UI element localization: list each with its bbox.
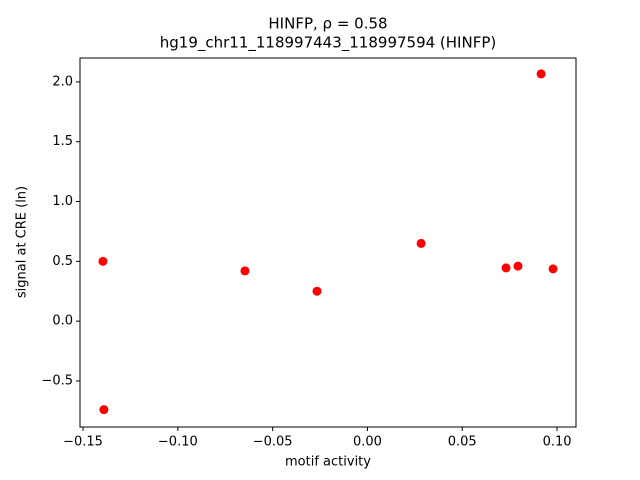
x-tick-label: −0.05 [253, 435, 293, 450]
y-tick-label: 0.0 [52, 314, 73, 329]
chart-title: HINFP, ρ = 0.58 [268, 15, 387, 33]
scatter-point [416, 238, 426, 248]
plot-frame [79, 57, 577, 428]
scatter-point [98, 256, 108, 266]
scatter-point [312, 286, 322, 296]
scatter-point [536, 69, 546, 79]
y-axis-label: signal at CRE (ln) [15, 186, 30, 298]
scatter-point [548, 264, 558, 274]
x-tick-label: 0.10 [543, 435, 572, 450]
x-tick-label: 0.00 [353, 435, 382, 450]
y-tick-label: 2.0 [52, 74, 73, 89]
x-axis-label: motif activity [285, 455, 371, 470]
x-tick-label: −0.10 [158, 435, 198, 450]
scatter-point [513, 261, 523, 271]
y-tick-label: 1.5 [52, 134, 73, 149]
scatter-point [240, 266, 250, 276]
x-tick-label: 0.05 [448, 435, 477, 450]
x-tick-label: −0.15 [63, 435, 103, 450]
chart-subtitle: hg19_chr11_118997443_118997594 (HINFP) [160, 34, 496, 53]
y-tick-label: −0.5 [41, 373, 73, 388]
y-tick-label: 0.5 [52, 254, 73, 269]
y-tick-label: 1.0 [52, 194, 73, 209]
scatter-point [501, 263, 511, 273]
scatter-point [99, 405, 109, 415]
